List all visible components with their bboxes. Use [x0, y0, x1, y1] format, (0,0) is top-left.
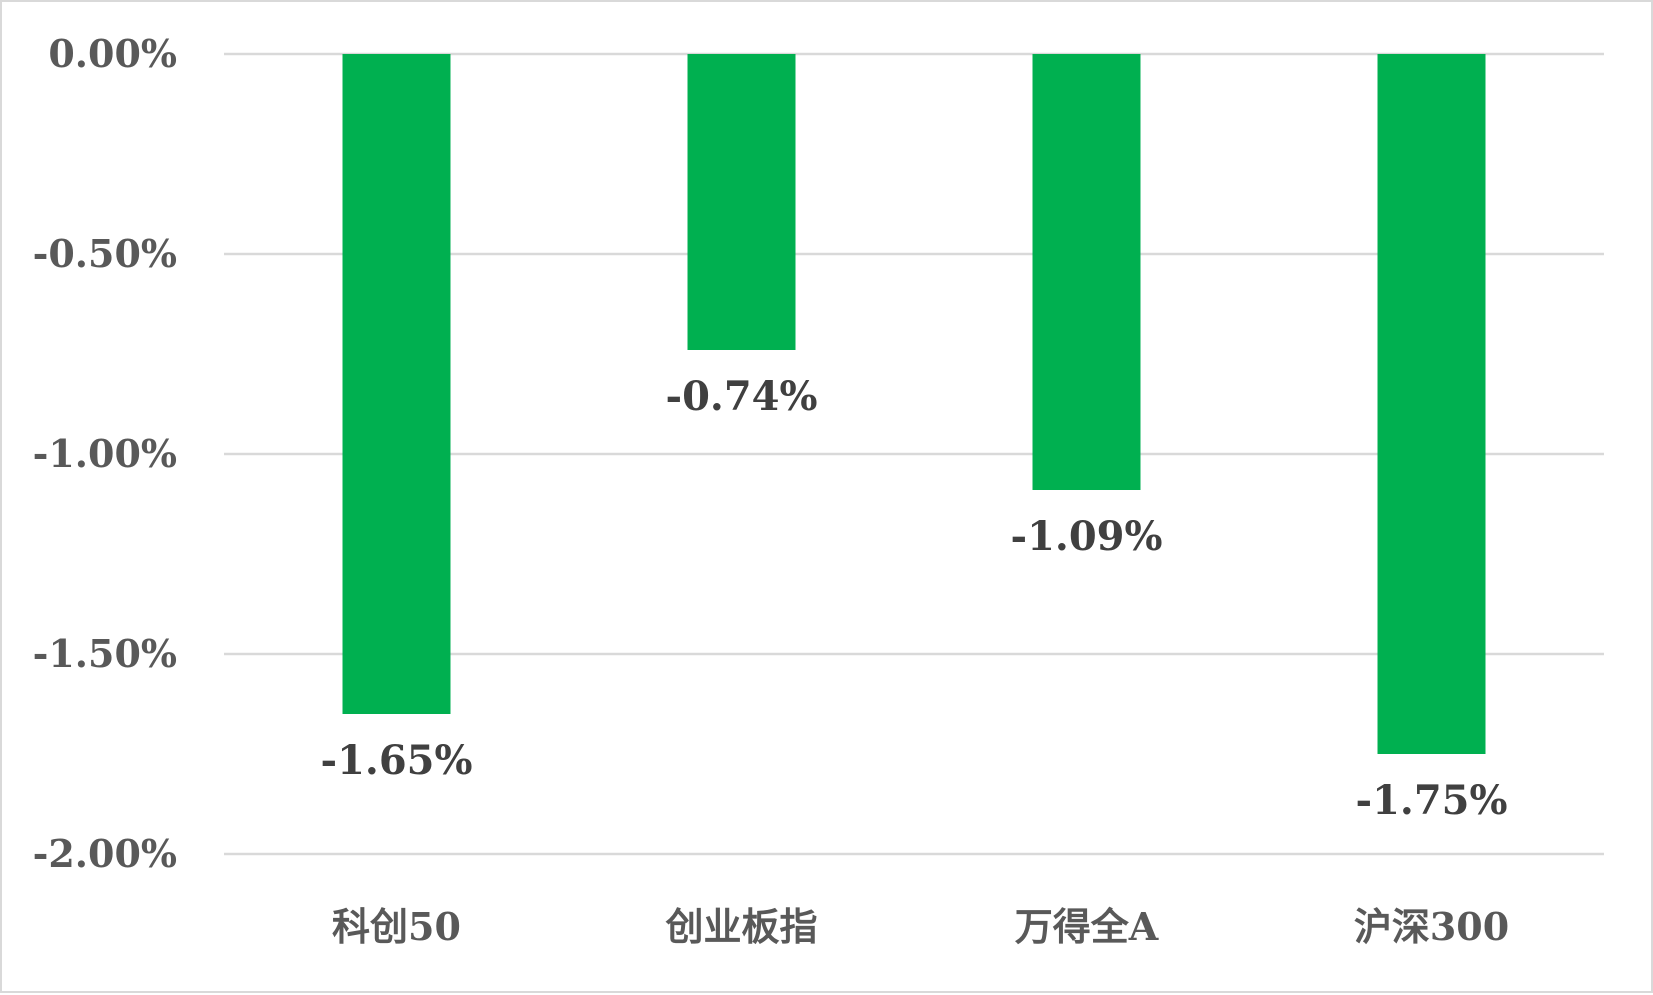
data-label: -0.74% — [665, 373, 817, 420]
y-tick-label: -0.50% — [33, 231, 177, 276]
category-label: 沪深300 — [1354, 904, 1509, 949]
category-label: 创业板指 — [665, 904, 817, 949]
y-tick-label: 0.00% — [48, 31, 177, 76]
data-label: -1.75% — [1355, 777, 1507, 824]
x-axis-category-labels: 科创50 创业板指 万得全A 沪深300 — [332, 904, 1509, 949]
data-labels: -1.65% -0.74% -1.09% -1.75% — [320, 373, 1507, 824]
y-tick-label: -1.50% — [33, 631, 177, 676]
bar — [342, 54, 451, 714]
bar — [687, 54, 796, 350]
bar — [1032, 54, 1141, 490]
category-label: 万得全A — [1015, 904, 1159, 949]
data-label: -1.09% — [1010, 513, 1162, 560]
y-tick-label: -2.00% — [33, 831, 177, 876]
y-tick-label: -1.00% — [33, 431, 177, 476]
bars — [342, 54, 1486, 754]
y-axis-tick-labels: 0.00% -0.50% -1.00% -1.50% -2.00% — [33, 31, 177, 876]
data-label: -1.65% — [320, 737, 472, 784]
category-label: 科创50 — [332, 904, 461, 949]
gridlines — [224, 52, 1604, 856]
bar — [1377, 54, 1486, 754]
